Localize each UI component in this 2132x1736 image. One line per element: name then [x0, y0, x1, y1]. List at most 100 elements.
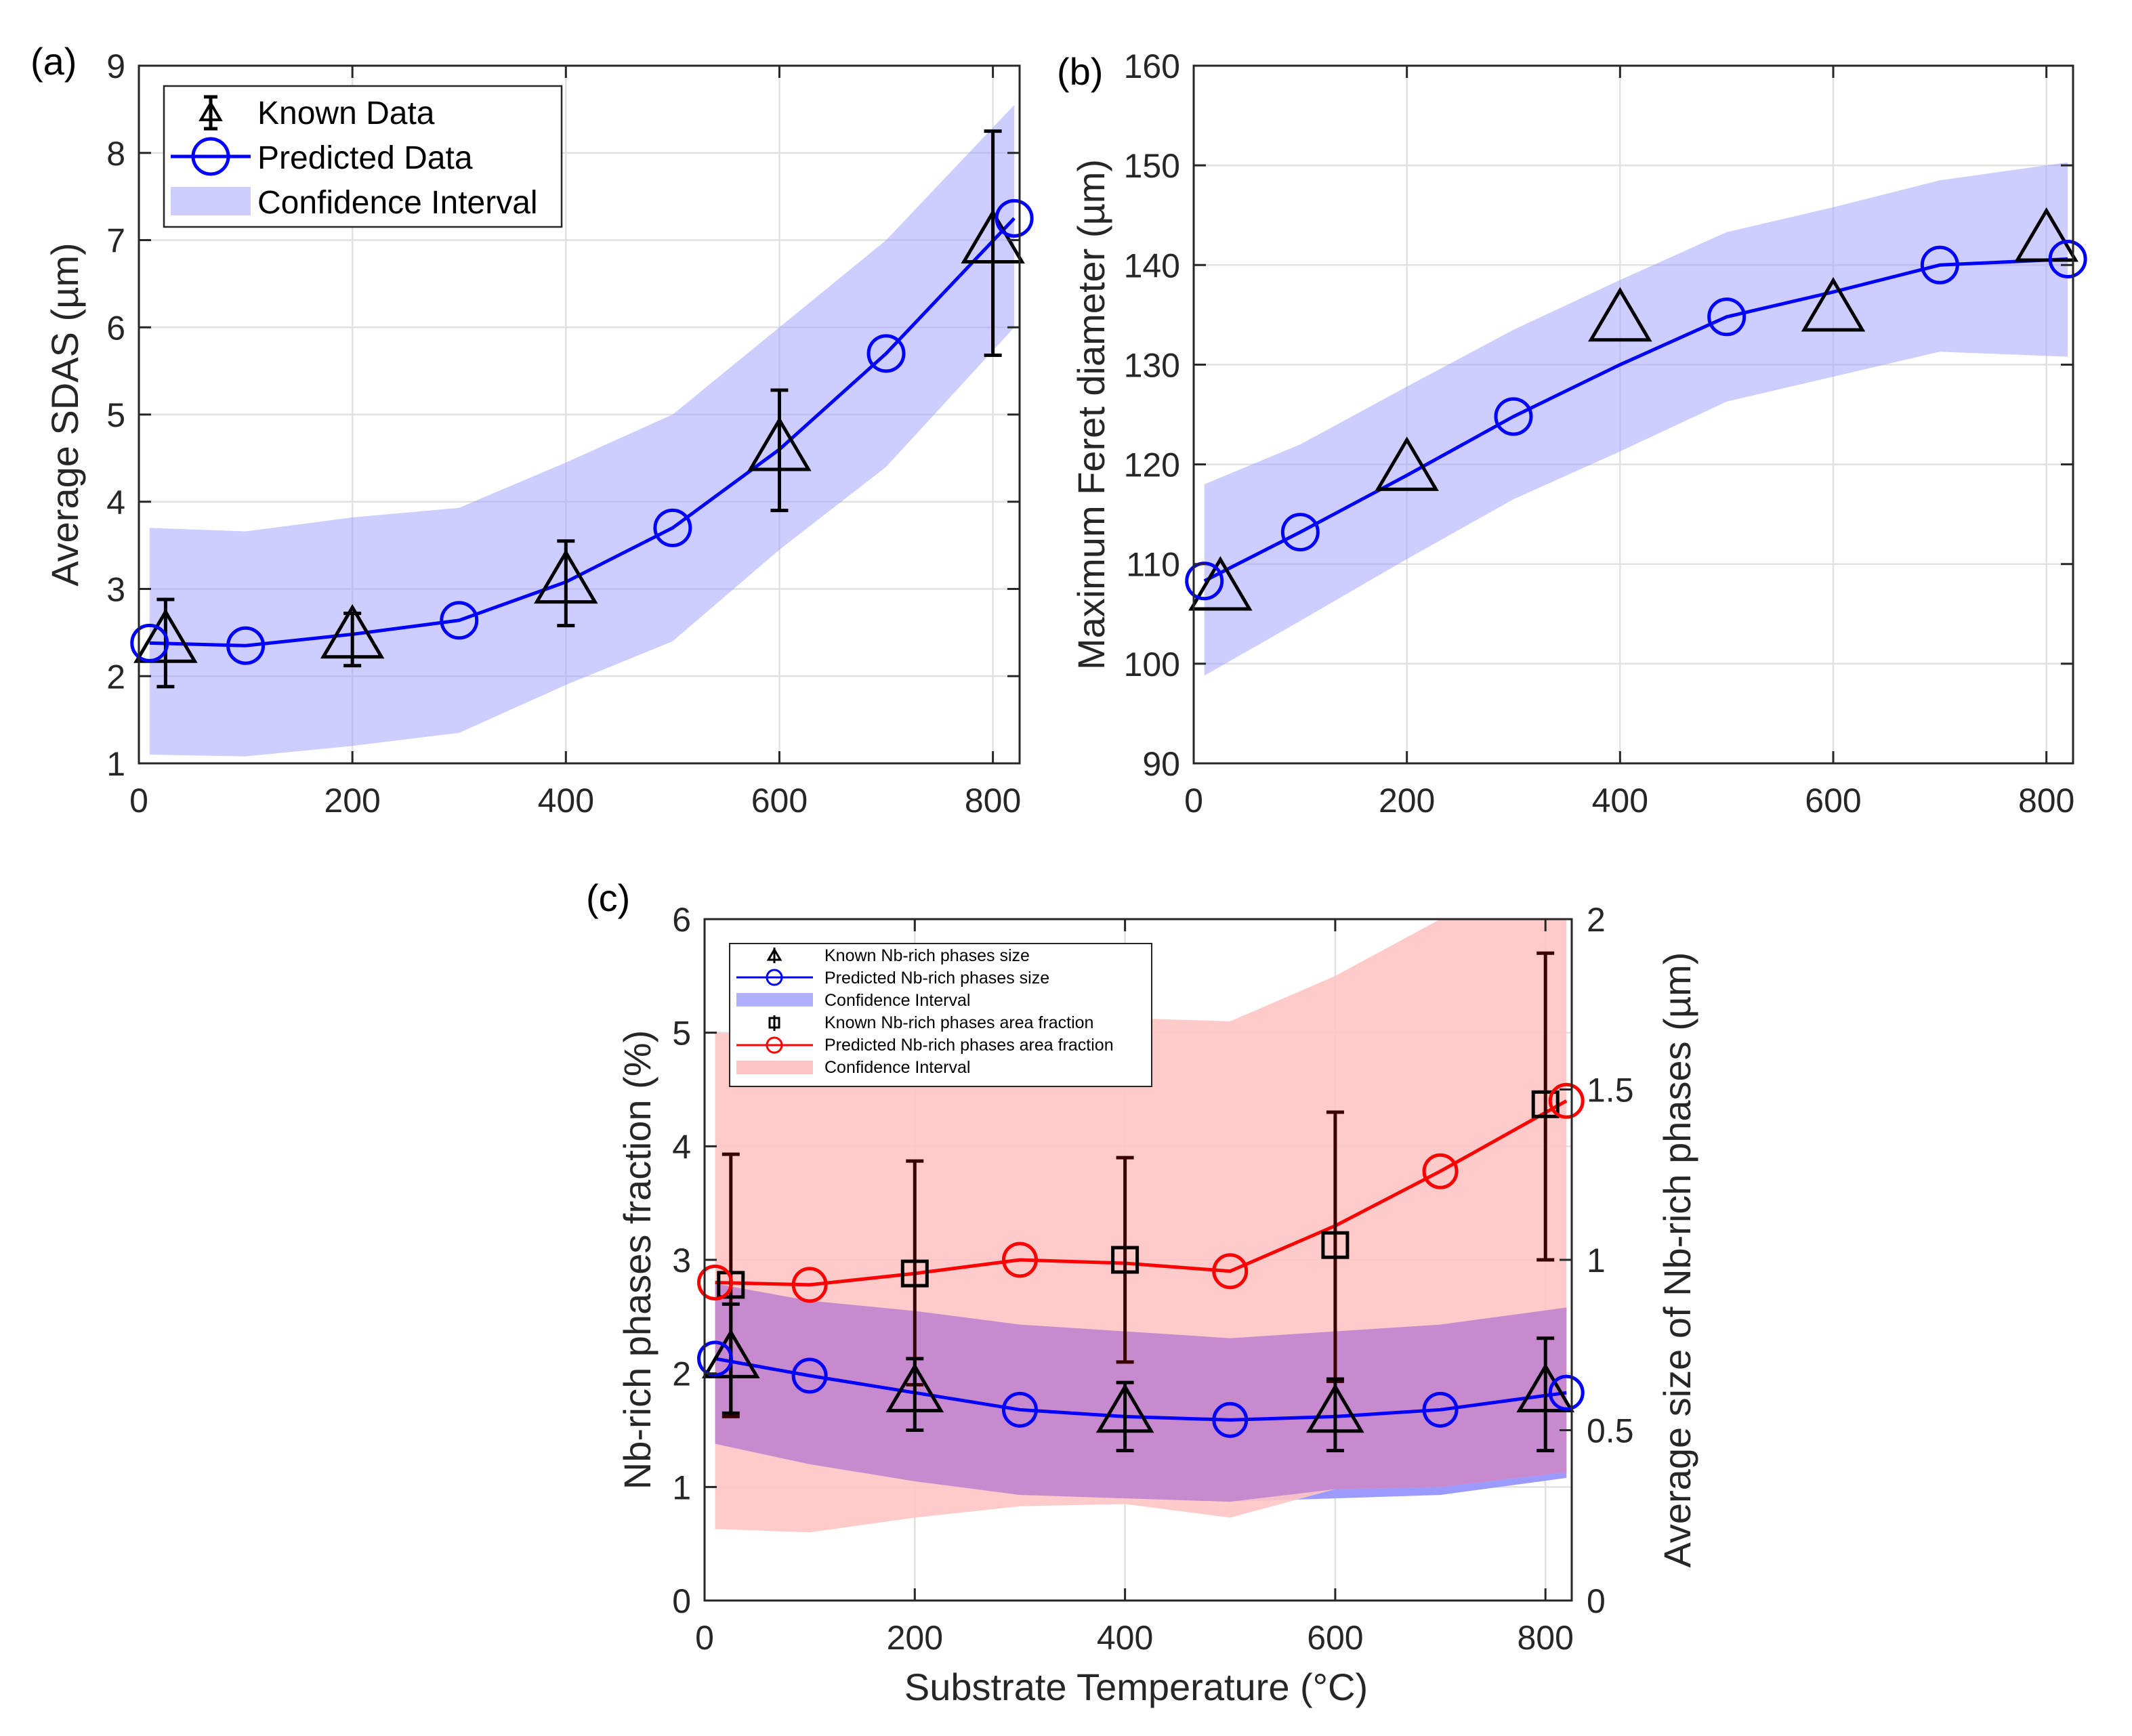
c-known-fraction-point	[1321, 1231, 1350, 1259]
legend-size-ci-swatch	[736, 993, 813, 1007]
b-known-point	[1188, 556, 1253, 611]
a-xtick-label: 0	[129, 782, 148, 820]
c-predicted-size-point	[697, 1340, 734, 1377]
c-xtick-label: 200	[887, 1619, 943, 1657]
a-xtick-label: 800	[965, 782, 1021, 820]
a-ytick-label: 2	[106, 658, 125, 696]
b-known-point	[1375, 436, 1439, 491]
b-ytick-label: 140	[1124, 247, 1180, 284]
c-known-fraction-point	[1111, 1246, 1140, 1274]
c-known-size-point	[885, 1363, 944, 1413]
a-predicted-point	[440, 601, 479, 640]
c-known-fraction-point	[900, 1259, 929, 1288]
legend-known-size: Known Nb-rich phases size	[824, 946, 1030, 965]
a-xtick-label: 200	[324, 782, 380, 820]
b-ytick-label: 160	[1124, 47, 1180, 85]
a-ytick-label: 4	[106, 484, 125, 522]
c-predicted-fraction-point	[1212, 1253, 1249, 1290]
a-predicted-point	[226, 626, 266, 665]
a-known-point	[747, 417, 812, 471]
panel-a-sdas-chart: 0 200 400 600 800 1 2 3 4 5 6 7 8 9 (a) Average SDAS …	[30, 40, 1034, 820]
panel-b-feret-chart: 0 200 400 600 800 90 100 110 120 130 140 150 160 (b)…	[1057, 47, 2087, 820]
c-ytick-label: 1	[672, 1468, 691, 1506]
a-known-point	[534, 549, 598, 604]
c-known-size-point	[1516, 1363, 1575, 1413]
b-ytick-label: 100	[1124, 645, 1180, 683]
c-ytick-right-label: 2	[1587, 901, 1606, 939]
legend-known-data: Known Data	[257, 96, 435, 131]
c-predicted-size-point	[1548, 1374, 1585, 1411]
b-predicted-point	[1920, 245, 1959, 284]
legend-predicted-size-marker	[766, 969, 783, 986]
legend-fraction-confidence: Confidence Interval	[824, 1058, 970, 1077]
b-ytick-label: 130	[1124, 346, 1180, 384]
a-predicted-point	[130, 623, 169, 662]
legend-predicted-fraction: Predicted Nb-rich phases area fraction	[824, 1036, 1114, 1055]
c-ytick-right-label: 1.5	[1587, 1072, 1634, 1109]
b-ytick-label: 120	[1124, 446, 1180, 484]
b-predicted-point	[2048, 239, 2087, 278]
legend-confidence-interval: Confidence Interval	[257, 185, 538, 221]
a-known-point	[133, 608, 198, 663]
b-known-point	[2014, 207, 2078, 262]
b-predicted-point	[1494, 397, 1533, 436]
legend-known-marker	[198, 100, 223, 121]
legend-size-confidence: Confidence Interval	[824, 991, 970, 1010]
c-ytick-right-label: 1	[1587, 1242, 1606, 1279]
c-ytick-right-label: 0.5	[1587, 1412, 1634, 1450]
c-ytick-label: 3	[672, 1242, 691, 1279]
a-known-point	[320, 604, 385, 659]
c-known-size-point	[701, 1328, 760, 1378]
b-known-point	[1588, 287, 1652, 342]
legend-known-fraction: Known Nb-rich phases area fraction	[824, 1013, 1093, 1032]
c-predicted-fraction-point	[1422, 1153, 1459, 1189]
panel-c-left-y-axis-label: Nb-rich phases fraction (%)	[616, 1030, 659, 1489]
b-xtick-label: 0	[1184, 782, 1203, 820]
c-xtick-label: 600	[1307, 1619, 1363, 1657]
b-xtick-label: 400	[1592, 782, 1648, 820]
panel-c-label: (c)	[586, 876, 630, 919]
a-ytick-label: 8	[106, 135, 125, 173]
a-ytick-label: 6	[106, 309, 125, 347]
a-predicted-point	[995, 198, 1034, 238]
legend-predicted-size: Predicted Nb-rich phases size	[824, 969, 1049, 988]
c-predicted-fraction-point	[791, 1267, 828, 1303]
a-xtick-label: 600	[751, 782, 808, 820]
legend-confidence-swatch	[171, 187, 251, 215]
c-ytick-label: 2	[672, 1355, 691, 1393]
a-predicted-point	[866, 334, 906, 373]
a-ytick-label: 7	[106, 222, 125, 260]
c-predicted-fraction-point	[1548, 1082, 1585, 1119]
c-xtick-label: 800	[1517, 1619, 1573, 1657]
legend-predicted-data: Predicted Data	[257, 140, 473, 176]
c-predicted-size-point	[1001, 1391, 1038, 1428]
c-predicted-fraction-point	[1001, 1242, 1038, 1278]
c-ytick-label: 4	[672, 1128, 691, 1166]
panel-a-legend: Known Data Predicted Data Confidence Int…	[163, 85, 563, 228]
c-xtick-label: 0	[695, 1619, 714, 1657]
a-ytick-label: 3	[106, 571, 125, 609]
b-xtick-label: 600	[1805, 782, 1861, 820]
a-confidence-band	[149, 104, 1015, 757]
c-ytick-label: 6	[672, 901, 691, 939]
b-predicted-point	[1280, 513, 1320, 552]
a-predicted-point	[653, 508, 692, 547]
b-confidence-band	[1204, 162, 2068, 676]
c-predicted-size-point	[791, 1357, 828, 1394]
a-ytick-label: 5	[106, 396, 125, 434]
legend-predicted-marker	[191, 137, 230, 176]
b-xtick-label: 800	[2018, 782, 2074, 820]
panel-a-y-axis-label: Average SDAS (µm)	[43, 242, 86, 586]
panel-b-y-axis-label: Maximum Feret diameter (µm)	[1070, 159, 1112, 670]
a-ytick-label: 1	[106, 745, 125, 783]
c-ytick-label: 5	[672, 1015, 691, 1053]
c-overlap-band	[715, 1284, 1567, 1502]
a-ytick-label: 9	[106, 47, 125, 85]
c-ytick-label: 0	[672, 1582, 691, 1620]
panel-c-legend: Known Nb-rich phases size Predicted Nb-r…	[729, 943, 1152, 1087]
panel-a-label: (a)	[30, 40, 77, 83]
c-ytick-right-label: 0	[1587, 1582, 1606, 1620]
c-known-size-point	[1306, 1383, 1364, 1433]
b-known-point	[1801, 277, 1866, 332]
